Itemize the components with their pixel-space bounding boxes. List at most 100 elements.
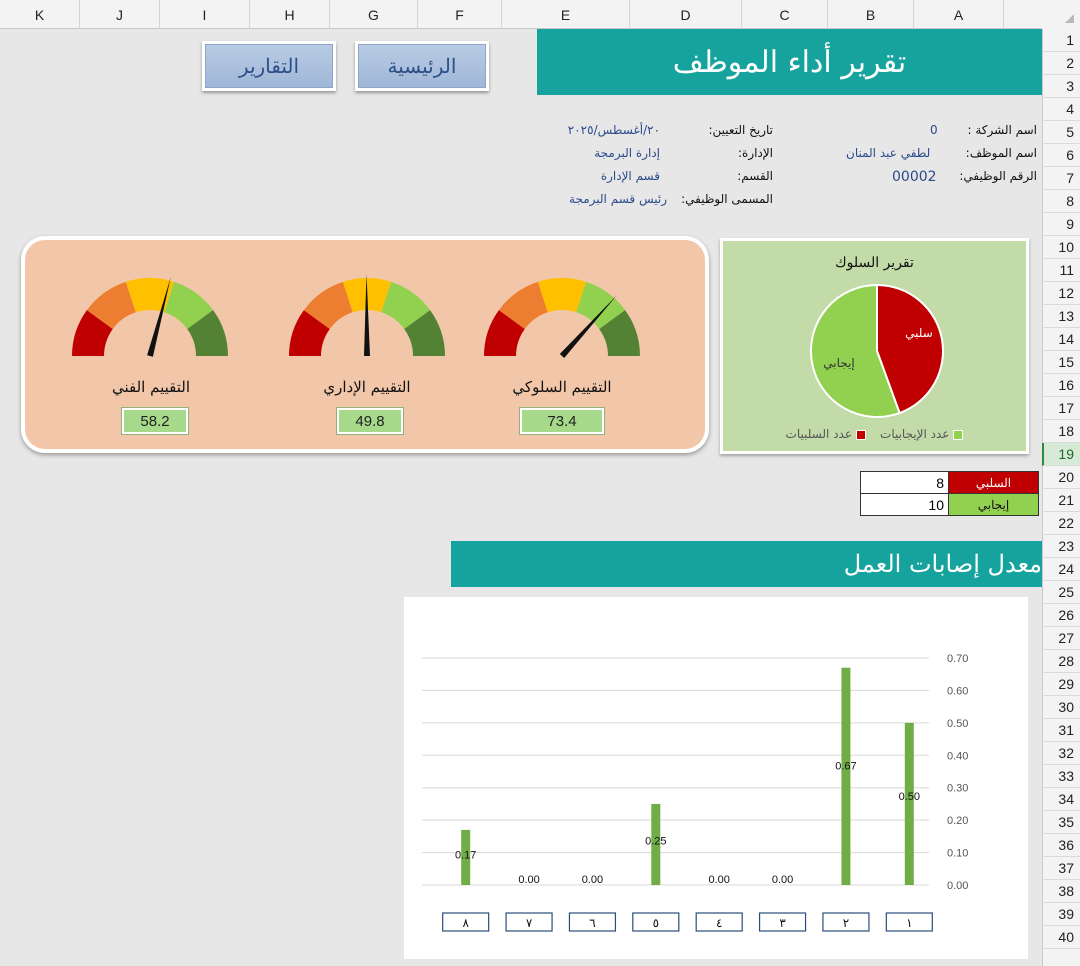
legend-positive-swatch xyxy=(953,429,964,440)
behavior-legend: عدد الإيجابيات عدد السلبيات xyxy=(723,427,1026,441)
column-header-D[interactable]: D xyxy=(630,0,742,29)
row-header-40[interactable]: 40 xyxy=(1042,926,1080,949)
x-category-label: ٨ xyxy=(462,916,469,930)
row-header-2[interactable]: 2 xyxy=(1042,52,1080,75)
row-header-39[interactable]: 39 xyxy=(1042,903,1080,926)
row-header-4[interactable]: 4 xyxy=(1042,98,1080,121)
row-header-26[interactable]: 26 xyxy=(1042,604,1080,627)
column-header-A[interactable]: A xyxy=(914,0,1004,29)
row-header-32[interactable]: 32 xyxy=(1042,742,1080,765)
row-header-5[interactable]: 5 xyxy=(1042,121,1080,144)
reports-button[interactable]: التقارير xyxy=(202,41,336,91)
row-header-37[interactable]: 37 xyxy=(1042,857,1080,880)
technical-gauge-label: التقييم الفني xyxy=(111,378,190,396)
row-header-23[interactable]: 23 xyxy=(1042,535,1080,558)
x-category-label: ١ xyxy=(906,916,912,930)
row-header-27[interactable]: 27 xyxy=(1042,627,1080,650)
gauge-needle xyxy=(559,295,617,359)
row-header-22[interactable]: 22 xyxy=(1042,512,1080,535)
gauge-segment xyxy=(72,310,113,356)
row-header-11[interactable]: 11 xyxy=(1042,259,1080,282)
negative-count-cell[interactable]: 8 xyxy=(860,471,949,494)
row-header-9[interactable]: 9 xyxy=(1042,213,1080,236)
pie-slice-negative xyxy=(876,283,944,415)
row-header-34[interactable]: 34 xyxy=(1042,788,1080,811)
bar-value-label: 0.00 xyxy=(772,874,793,886)
bar-8 xyxy=(461,829,471,885)
row-header-6[interactable]: 6 xyxy=(1042,144,1080,167)
row-header-20[interactable]: 20 xyxy=(1042,466,1080,489)
row-header-15[interactable]: 15 xyxy=(1042,351,1080,374)
row-header-14[interactable]: 14 xyxy=(1042,328,1080,351)
column-header-J[interactable]: J xyxy=(80,0,160,29)
row-header-28[interactable]: 28 xyxy=(1042,650,1080,673)
column-header-B[interactable]: B xyxy=(828,0,914,29)
administrative-gauge-label: التقييم الإداري xyxy=(323,378,411,396)
row-header-3[interactable]: 3 xyxy=(1042,75,1080,98)
evaluation-gauges-panel[interactable]: التقييم الفني التقييم الإداري التقييم ال… xyxy=(21,236,709,453)
gauge-segment xyxy=(164,281,214,329)
row-header-16[interactable]: 16 xyxy=(1042,374,1080,397)
behavior-pie: سلبي إيجابي xyxy=(810,283,944,418)
x-category-box xyxy=(885,912,933,932)
column-header-I[interactable]: I xyxy=(160,0,250,29)
positive-count-cell[interactable]: 10 xyxy=(860,493,949,516)
row-header-13[interactable]: 13 xyxy=(1042,305,1080,328)
column-header-H[interactable]: H xyxy=(250,0,330,29)
gauge-segment xyxy=(125,278,175,313)
gauge-segment xyxy=(289,310,330,356)
row-header-8[interactable]: 8 xyxy=(1042,190,1080,213)
gauge-segment xyxy=(187,310,228,356)
row-header-12[interactable]: 12 xyxy=(1042,282,1080,305)
x-category-label: ٣ xyxy=(779,916,786,930)
row-header-29[interactable]: 29 xyxy=(1042,673,1080,696)
row-header-18[interactable]: 18 xyxy=(1042,420,1080,443)
behavior-count-table: 8 السلبي 10 إيجابي xyxy=(860,471,1039,516)
legend-negative: عدد السلبيات xyxy=(786,427,867,441)
gauge-needle xyxy=(147,276,171,357)
table-row: 10 إيجابي xyxy=(860,493,1039,516)
row-header-19[interactable]: 19 xyxy=(1042,443,1080,466)
y-tick-label: 0.60 xyxy=(947,685,968,697)
row-header-25[interactable]: 25 xyxy=(1042,581,1080,604)
column-header-C[interactable]: C xyxy=(742,0,828,29)
row-header-33[interactable]: 33 xyxy=(1042,765,1080,788)
gauge-segment xyxy=(86,281,136,329)
row-header-24[interactable]: 24 xyxy=(1042,558,1080,581)
row-header-10[interactable]: 10 xyxy=(1042,236,1080,259)
row-header-36[interactable]: 36 xyxy=(1042,834,1080,857)
row-header-35[interactable]: 35 xyxy=(1042,811,1080,834)
row-header-17[interactable]: 17 xyxy=(1042,397,1080,420)
injury-rate-chart[interactable]: 0.00 0.10 0.20 0.30 0.40 0.50 0.60 0.70 0.50 ١ 0.6… xyxy=(404,597,1028,959)
row-header-1[interactable]: 1 xyxy=(1042,29,1080,52)
column-header-G[interactable]: G xyxy=(330,0,418,29)
behavior-report-chart[interactable]: تقرير السلوك سلبي إيجابي عدد الإيجابيات ع… xyxy=(720,238,1029,454)
row-header-38[interactable]: 38 xyxy=(1042,880,1080,903)
x-category-box xyxy=(695,912,743,932)
x-category-box xyxy=(822,912,870,932)
table-row: 8 السلبي xyxy=(860,471,1039,494)
behavioral-gauge-label: التقييم السلوكي xyxy=(512,378,612,396)
positive-label-cell[interactable]: إيجابي xyxy=(948,493,1039,516)
y-tick-label: 0.00 xyxy=(947,880,968,892)
worksheet-area[interactable]: تقرير أداء الموظف الرئيسية التقارير اسم … xyxy=(0,29,1042,966)
row-header-31[interactable]: 31 xyxy=(1042,719,1080,742)
row-header-30[interactable]: 30 xyxy=(1042,696,1080,719)
column-header-F[interactable]: F xyxy=(418,0,502,29)
select-all-corner[interactable] xyxy=(1042,0,1080,29)
bar-value-label: 0.00 xyxy=(518,874,539,886)
row-header-7[interactable]: 7 xyxy=(1042,167,1080,190)
select-all-triangle-icon[interactable] xyxy=(1065,14,1074,23)
x-category-box xyxy=(442,912,490,932)
negative-label-cell[interactable]: السلبي xyxy=(948,471,1039,494)
column-header-E[interactable]: E xyxy=(502,0,630,29)
x-category-label: ٥ xyxy=(653,916,659,930)
hire-date-label: تاريخ التعيين: xyxy=(708,123,773,137)
behavior-chart-title: تقرير السلوك xyxy=(835,255,914,271)
column-header-K[interactable]: K xyxy=(0,0,80,29)
row-header-21[interactable]: 21 xyxy=(1042,489,1080,512)
x-category-box xyxy=(758,912,807,932)
x-category-label: ٦ xyxy=(589,916,595,930)
employee-name-row: اسم الموظف: xyxy=(966,146,1037,160)
home-button[interactable]: الرئيسية xyxy=(355,41,489,91)
